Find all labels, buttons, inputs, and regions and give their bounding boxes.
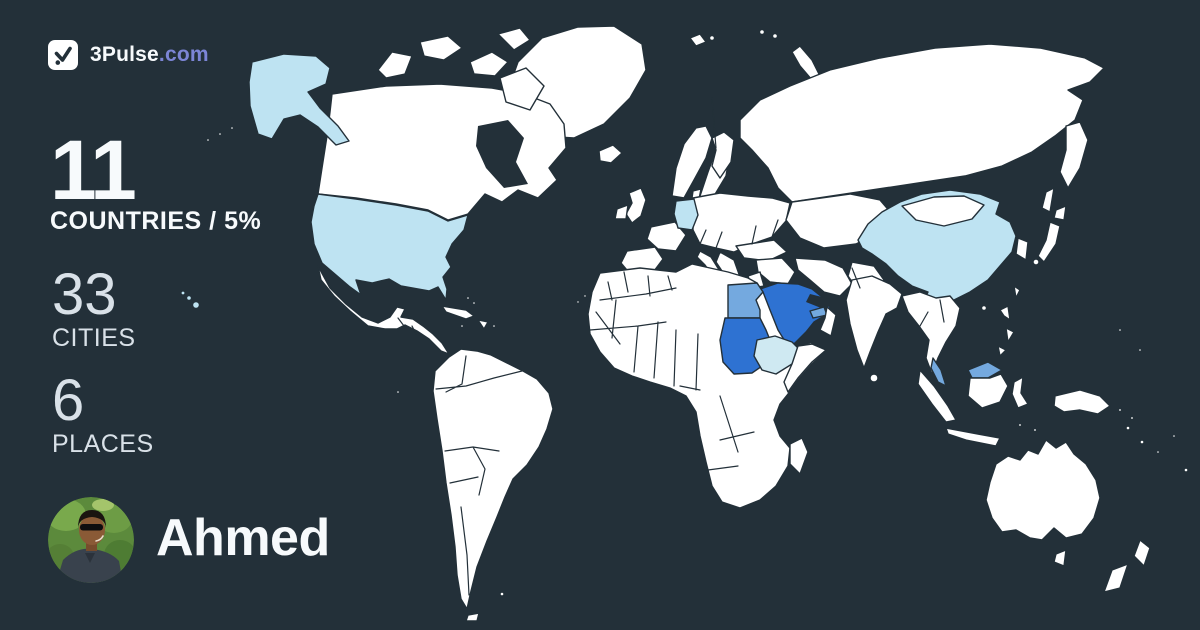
country-china: [857, 189, 1017, 309]
new-guinea: [1053, 389, 1111, 415]
java: [945, 427, 1001, 447]
country-somalia: [783, 343, 827, 393]
country-finland: [711, 131, 735, 179]
country-united-kingdom: [625, 187, 647, 224]
kamchatka: [1059, 121, 1089, 189]
falkland-islands: [499, 591, 505, 597]
tierra-del-fuego: [465, 612, 480, 622]
country-united-states: [310, 193, 469, 301]
hainan: [980, 304, 988, 312]
country-norway: [671, 125, 713, 199]
country-india: [845, 275, 903, 369]
arctic-islands: [377, 27, 821, 81]
new-zealand-south: [1103, 563, 1129, 593]
country-iran: [794, 257, 853, 297]
philippines: [997, 305, 1015, 357]
country-mongolia: [901, 195, 985, 227]
country-japan: [1032, 205, 1067, 266]
country-ireland: [614, 204, 629, 220]
country-korea: [1015, 237, 1029, 261]
country-baffin-island: [499, 67, 545, 111]
country-iceland: [598, 144, 623, 164]
taiwan: [1013, 285, 1021, 299]
galapagos: [395, 389, 401, 395]
new-zealand-north: [1133, 539, 1151, 567]
region-indochina: [901, 291, 961, 375]
country-malaysia-borneo: [967, 361, 1003, 379]
country-turkey: [735, 239, 788, 262]
sulawesi: [1011, 376, 1029, 409]
sakhalin: [1041, 187, 1055, 213]
tasmania: [1053, 549, 1067, 567]
country-australia: [985, 439, 1101, 541]
country-hawaii: [181, 291, 199, 308]
continent-south-america: [432, 348, 554, 610]
borneo-indonesia: [967, 373, 1009, 409]
country-france: [646, 221, 687, 252]
sri-lanka: [869, 373, 879, 383]
persian-gulf: [806, 294, 834, 310]
country-germany: [673, 198, 699, 231]
country-malaysia-peninsula: [930, 357, 947, 387]
aleutian-islands: [205, 125, 235, 143]
country-alaska: [248, 53, 350, 146]
hudson-bay: [476, 120, 528, 188]
caribbean-islands: [441, 295, 497, 330]
country-mexico-central-america: [317, 265, 450, 355]
country-borders: [397, 97, 945, 596]
sumatra: [917, 369, 957, 423]
atlantic-islands: [575, 293, 588, 305]
country-oman: [819, 306, 837, 337]
country-russia: [739, 43, 1105, 203]
pacific-islands: [1017, 327, 1189, 473]
country-madagascar: [789, 437, 809, 475]
